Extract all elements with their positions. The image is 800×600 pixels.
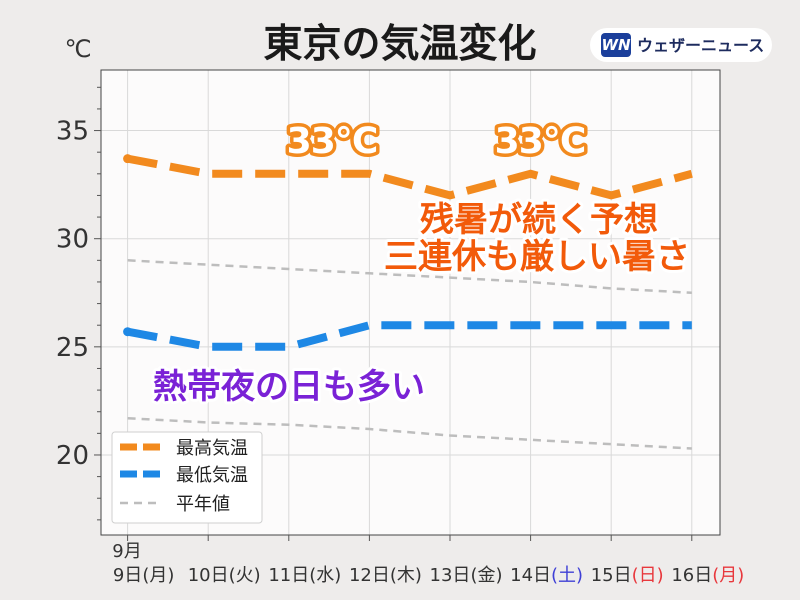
x-tick-label-date: 14日 (510, 565, 551, 586)
x-tick-label-date: 11日 (268, 565, 309, 586)
x-tick-label-weekday: (月) (142, 565, 174, 586)
x-tick-label-date: 9日 (113, 565, 142, 586)
x-tick-label-weekday: (火) (229, 565, 261, 586)
x-tick-label-date: 15日 (591, 565, 632, 586)
min-temp-start-point (123, 327, 132, 336)
heat-forecast-message: 残暑が続く予想 (420, 200, 658, 240)
x-month-label: 9月 (112, 541, 141, 562)
y-tick-label: 20 (56, 441, 89, 471)
y-tick-label: 30 (56, 225, 89, 255)
x-tick-label-weekday: (木) (390, 565, 422, 586)
x-tick-label-weekday: (日) (632, 565, 664, 586)
y-axis-unit-label: ℃ (65, 35, 92, 63)
x-tick-label-date: 12日 (349, 565, 390, 586)
max-temp-label: 33℃ (287, 121, 378, 162)
weathernews-logo: WN ウェザーニュース (590, 28, 772, 62)
y-tick-label: 35 (56, 117, 89, 147)
holiday-heat-message: 三連休も厳しい暑さ (384, 237, 690, 277)
x-tick-label-weekday: (水) (309, 565, 341, 586)
legend-label-max-temp: 最高気温 (176, 438, 248, 459)
max-temp-start-point (123, 154, 132, 163)
x-tick-label-weekday: (土) (551, 565, 583, 586)
x-tick-label-weekday: (月) (712, 565, 744, 586)
chart-title: 東京の気温変化 (263, 22, 536, 67)
x-tick-label-date: 16日 (671, 565, 712, 586)
x-tick-label-date: 13日 (430, 565, 471, 586)
max-temp-label: 33℃ (495, 121, 586, 162)
logo-badge-text: WN (601, 36, 631, 54)
x-tick-label-date: 10日 (188, 565, 229, 586)
y-tick-label: 25 (56, 333, 89, 363)
x-tick-labels: 9日 (月) 10日 (火) 11日 (水) 12日 (木) 13日 (金) 14日 (土) 15日 (日… (113, 565, 744, 586)
legend: 最高気温 最低気温 平年値 (112, 432, 262, 523)
tropical-night-message: 熱帯夜の日も多い (153, 367, 425, 407)
logo-name: ウェザーニュース (637, 36, 764, 55)
legend-label-min-temp: 最低気温 (176, 465, 248, 486)
legend-label-normal: 平年値 (176, 494, 230, 515)
x-tick-label-weekday: (金) (470, 565, 502, 586)
